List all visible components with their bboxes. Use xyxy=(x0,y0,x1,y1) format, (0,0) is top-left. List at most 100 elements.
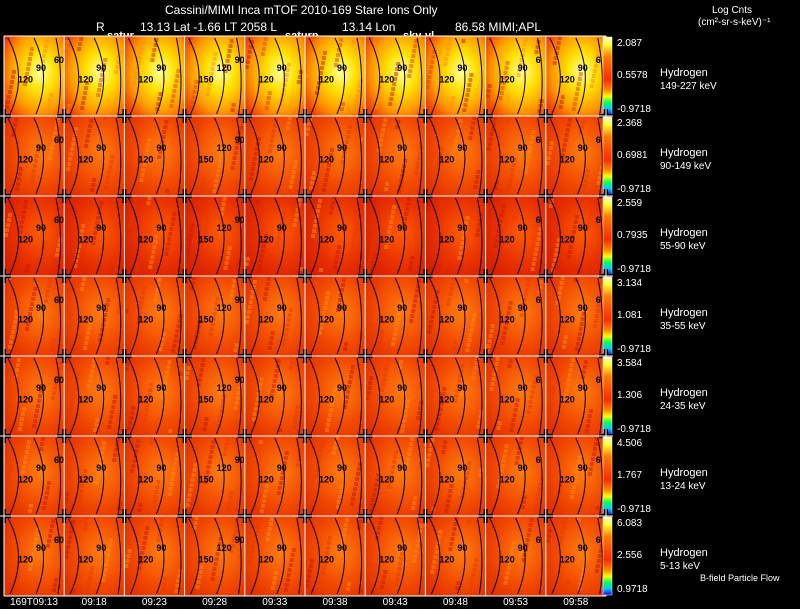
heatmap-pixel xyxy=(130,214,135,218)
heatmap-pixel xyxy=(572,480,577,484)
heatmap-pixel xyxy=(587,472,592,476)
heatmap-pixel xyxy=(332,196,336,200)
heatmap-pixel xyxy=(336,505,340,509)
heatmap-pixel xyxy=(461,39,466,43)
heatmap-pixel xyxy=(199,187,204,191)
heatmap-pixel xyxy=(450,537,455,541)
heatmap-pixel xyxy=(245,257,250,261)
heatmap-pixel xyxy=(438,152,443,156)
heatmap-pixel xyxy=(38,197,42,201)
heatmap-pixel xyxy=(560,276,565,280)
heatmap-pixel xyxy=(388,480,393,484)
heatmap-pixel xyxy=(489,329,494,333)
heatmap-pixel xyxy=(565,580,570,584)
heatmap-pixel xyxy=(593,442,598,446)
heatmap-pixel xyxy=(514,461,519,465)
heatmap-pixel xyxy=(165,247,170,251)
contour-label: 120 xyxy=(560,394,575,404)
heatmap-pixel xyxy=(290,175,295,179)
heatmap-pixel xyxy=(213,307,218,311)
heatmap-pixel xyxy=(67,285,72,289)
contour-line xyxy=(515,117,526,195)
contour-label: 90 xyxy=(337,463,347,473)
heatmap-pixel xyxy=(469,73,474,77)
heatmap-pixel xyxy=(524,165,529,169)
heatmap-pixel xyxy=(453,522,458,526)
heatmap-pixel xyxy=(159,523,164,527)
heatmap-pixel xyxy=(495,357,500,361)
heatmap-pixel xyxy=(138,503,143,507)
heatmap-pixel xyxy=(157,155,162,159)
contour-label: 120 xyxy=(319,314,334,324)
x-tick-label: 09:23 xyxy=(141,597,167,608)
heatmap-pixel xyxy=(573,220,578,224)
heatmap-pixel xyxy=(446,302,451,306)
heatmap-pixel xyxy=(66,167,71,171)
heatmap-pixel xyxy=(154,293,159,297)
heatmap-pixel xyxy=(70,147,75,151)
heatmap-pixel xyxy=(464,279,469,283)
heatmap-pixel xyxy=(571,230,576,234)
heatmap-pixel xyxy=(114,448,119,452)
heatmap-pixel xyxy=(489,387,494,391)
heatmap-pixel xyxy=(197,575,202,579)
heatmap-pixel xyxy=(105,361,110,365)
contour-line xyxy=(67,197,80,275)
heatmap-pixel xyxy=(574,215,579,219)
heatmap-pixel xyxy=(7,473,11,477)
heatmap-pixel xyxy=(322,311,326,315)
heatmap-pixel xyxy=(348,380,352,384)
heatmap-pixel xyxy=(356,349,360,353)
heatmap-pixel xyxy=(30,557,34,561)
heatmap-pixel xyxy=(496,484,501,488)
heatmap-pixel xyxy=(395,125,400,129)
heatmap-pixel xyxy=(140,551,145,555)
heatmap-pixel xyxy=(370,503,375,507)
contour-label: 120 xyxy=(379,74,394,84)
heatmap-pixel xyxy=(283,456,288,460)
contour-line xyxy=(428,437,441,515)
contour-line xyxy=(296,37,302,115)
heatmap-pixel xyxy=(583,360,588,364)
heatmap-pixel xyxy=(115,65,120,69)
contour-line xyxy=(356,117,363,195)
heatmap-pixel xyxy=(574,92,579,96)
heatmap-pixel xyxy=(116,438,121,442)
heatmap-pixel xyxy=(197,320,202,324)
heatmap-pixel xyxy=(141,291,146,295)
contour-line xyxy=(597,437,603,515)
heatmap-pixel xyxy=(575,342,580,346)
heatmap-pixel xyxy=(535,45,540,49)
heatmap-pixel xyxy=(489,584,494,588)
contour-label: 120 xyxy=(259,234,274,244)
heatmap-pixel xyxy=(486,344,491,348)
contour-line xyxy=(308,517,320,595)
contour-line xyxy=(127,517,140,595)
heatmap-pixel xyxy=(127,549,132,553)
heatmap-pixel xyxy=(12,128,16,132)
heatmap-pixel xyxy=(465,348,470,352)
heatmap-pixel xyxy=(25,450,29,454)
channel-label: Hydrogen 13-24 keV xyxy=(660,466,708,494)
heatmap-pixel xyxy=(184,376,189,380)
heatmap-pixel xyxy=(512,216,517,220)
heatmap-pixel xyxy=(257,387,262,391)
energy-label: 149-227 keV xyxy=(660,81,717,92)
species-label: Hydrogen xyxy=(660,307,708,319)
heatmap-pixel xyxy=(521,558,526,562)
heatmap-pixel xyxy=(142,418,147,422)
heatmap-pixel xyxy=(539,477,544,481)
heatmap-pixel xyxy=(92,359,97,363)
heatmap-pixel xyxy=(395,322,400,326)
heatmap-pixel xyxy=(314,416,318,420)
heatmap-pixel xyxy=(84,522,89,526)
heatmap-pixel xyxy=(164,252,169,256)
heatmap-pixel xyxy=(468,78,473,82)
colorbar-tick: 2.559 xyxy=(617,198,643,209)
heatmap-pixel xyxy=(109,538,114,542)
contour-line xyxy=(115,277,122,355)
heatmap-pixel xyxy=(237,386,242,390)
heatmap-pixel xyxy=(493,186,498,190)
heatmap-pixel xyxy=(316,209,320,213)
heatmap-pixel xyxy=(283,333,288,337)
